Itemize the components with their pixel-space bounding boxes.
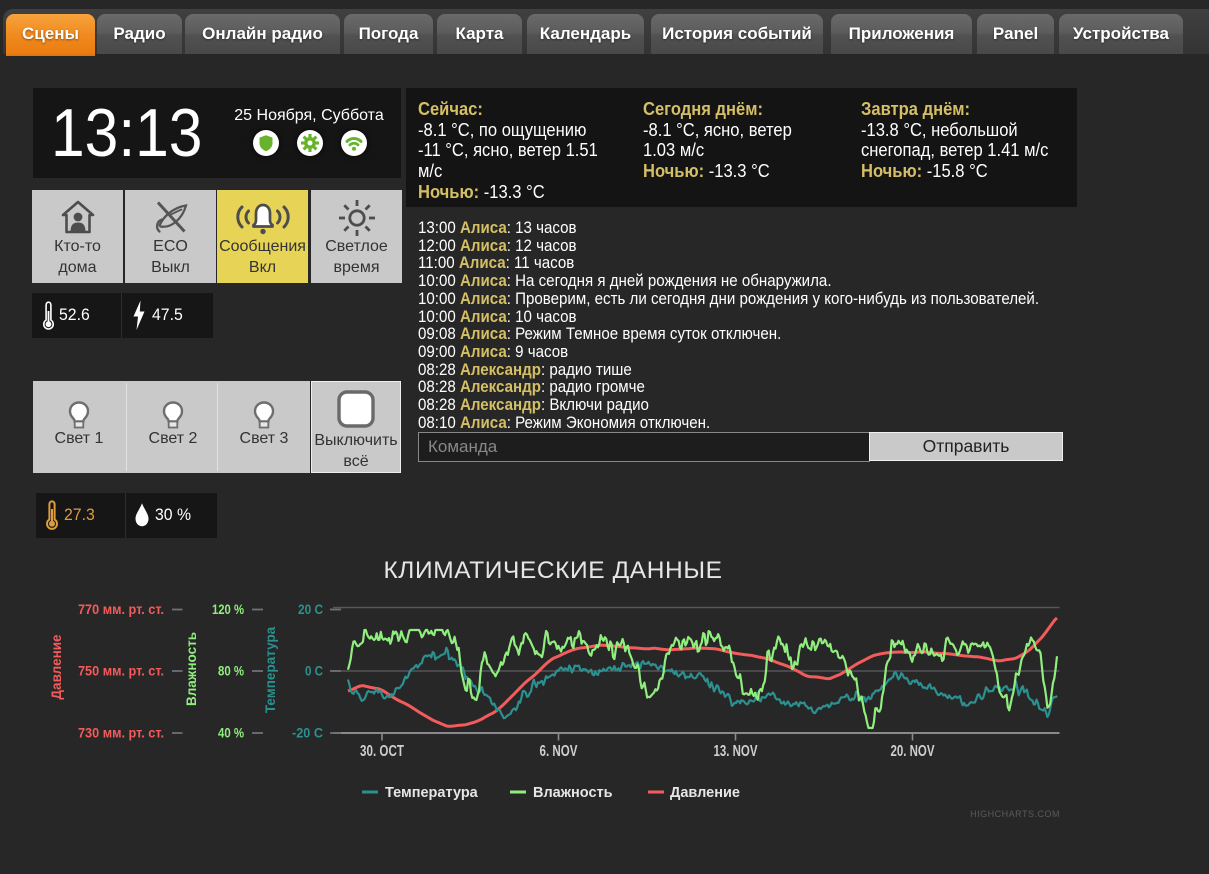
svg-text:Влажность: Влажность	[533, 785, 613, 801]
svg-text:КЛИМАТИЧЕСКИЕ ДАННЫЕ: КЛИМАТИЧЕСКИЕ ДАННЫЕ	[383, 557, 722, 584]
svg-text:Давление: Давление	[670, 785, 740, 801]
svg-text:40 %: 40 %	[218, 726, 244, 741]
svg-text:6. NOV: 6. NOV	[540, 743, 578, 760]
svg-text:20 C: 20 C	[298, 602, 323, 617]
svg-text:770 мм. рт. ст.: 770 мм. рт. ст.	[78, 602, 164, 617]
svg-text:80 %: 80 %	[218, 664, 244, 679]
svg-text:20. NOV: 20. NOV	[891, 743, 935, 760]
svg-text:Температура: Температура	[385, 785, 479, 801]
svg-text:730 мм. рт. ст.: 730 мм. рт. ст.	[78, 726, 164, 741]
svg-text:0 C: 0 C	[305, 664, 323, 679]
svg-text:Влажность: Влажность	[184, 632, 199, 706]
svg-text:-20 C: -20 C	[292, 726, 323, 741]
svg-text:120 %: 120 %	[212, 602, 244, 617]
svg-text:30. OCT: 30. OCT	[360, 743, 404, 760]
svg-text:Давление: Давление	[49, 634, 64, 700]
svg-text:Температура: Температура	[263, 626, 278, 713]
svg-text:13. NOV: 13. NOV	[714, 743, 758, 760]
svg-text:HIGHCHARTS.COM: HIGHCHARTS.COM	[970, 809, 1060, 819]
svg-text:750 мм. рт. ст.: 750 мм. рт. ст.	[78, 664, 164, 679]
